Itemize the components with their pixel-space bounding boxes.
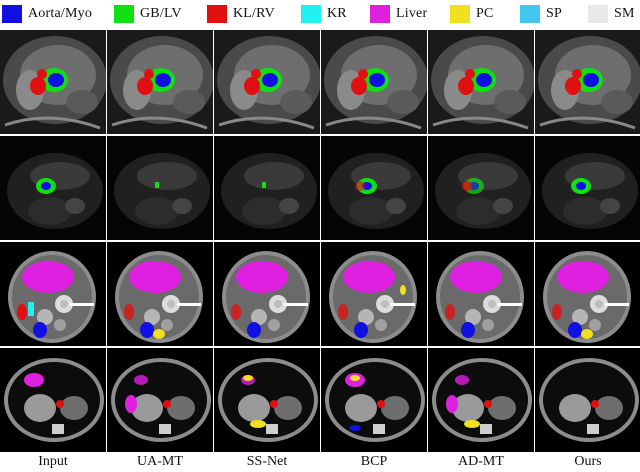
column-label: AD-MT (458, 454, 504, 469)
legend-swatch (207, 5, 227, 23)
legend-item: PC (450, 4, 494, 24)
legend-swatch (370, 5, 390, 23)
scan-image (107, 348, 213, 452)
segmentation-image (428, 348, 534, 452)
scan-image (428, 348, 534, 452)
segmentation-image (107, 348, 213, 452)
legend-swatch (301, 5, 321, 23)
segmentation-image (321, 242, 427, 346)
scan-image (0, 348, 106, 452)
legend-item: SM (588, 4, 635, 24)
scan-image (321, 242, 427, 346)
results-grid (0, 30, 640, 452)
segmentation-image (214, 242, 320, 346)
legend-item: KL/RV (207, 4, 275, 24)
column-labels: Input UA-MT SS-Net BCP AD-MT Ours (0, 454, 640, 472)
legend-label: SM (614, 6, 635, 21)
column-label: SS-Net (246, 454, 288, 469)
legend-label: GB/LV (140, 6, 182, 21)
column-label: BCP (360, 454, 388, 469)
segmentation-image (535, 242, 640, 346)
legend-swatch (2, 5, 22, 23)
segmentation-image (535, 348, 640, 452)
scan-image (107, 30, 213, 134)
legend-label: KR (327, 6, 347, 21)
scan-image (0, 30, 106, 134)
scan-image (428, 30, 534, 134)
scan-image (535, 136, 640, 240)
segmentation-image (107, 30, 213, 134)
scan-image (0, 136, 106, 240)
scan-image (321, 136, 427, 240)
legend-item: SP (520, 4, 562, 24)
scan-image (214, 348, 320, 452)
segmentation-image (107, 136, 213, 240)
segmentation-image (107, 242, 213, 346)
scan-image (535, 348, 640, 452)
legend-swatch (114, 5, 134, 23)
segmentation-image (0, 30, 106, 134)
segmentation-image (214, 30, 320, 134)
scan-image (321, 348, 427, 452)
column-label: Ours (574, 454, 602, 469)
scan-image (214, 136, 320, 240)
segmentation-image (535, 30, 640, 134)
segmentation-image (428, 30, 534, 134)
segmentation-image (0, 136, 106, 240)
legend-label: SP (546, 6, 562, 21)
segmentation-image (321, 348, 427, 452)
legend-label: Liver (396, 6, 428, 21)
legend: Aorta/Myo GB/LV KL/RV KR Liver PC SP SM (0, 0, 640, 28)
legend-item: GB/LV (114, 4, 182, 24)
segmentation-image (321, 30, 427, 134)
scan-image (107, 242, 213, 346)
segmentation-image (214, 348, 320, 452)
scan-image (214, 30, 320, 134)
scan-image (535, 30, 640, 134)
legend-item: Liver (370, 4, 427, 24)
column-label: UA-MT (137, 454, 183, 469)
segmentation-image (214, 136, 320, 240)
scan-image (535, 242, 640, 346)
segmentation-image (428, 242, 534, 346)
legend-swatch (450, 5, 470, 23)
scan-image (321, 30, 427, 134)
scan-image (428, 136, 534, 240)
legend-swatch (520, 5, 540, 23)
legend-item: Aorta/Myo (2, 4, 92, 24)
segmentation-image (0, 348, 106, 452)
segmentation-image (0, 242, 106, 346)
segmentation-image (535, 136, 640, 240)
scan-image (214, 242, 320, 346)
column-label: Input (38, 454, 68, 469)
scan-image (107, 136, 213, 240)
legend-item: KR (301, 4, 347, 24)
legend-swatch (588, 5, 608, 23)
scan-image (0, 242, 106, 346)
legend-label: KL/RV (233, 6, 275, 21)
segmentation-image (428, 136, 534, 240)
legend-label: PC (476, 6, 494, 21)
scan-image (428, 242, 534, 346)
legend-label: Aorta/Myo (28, 6, 93, 21)
segmentation-image (321, 136, 427, 240)
